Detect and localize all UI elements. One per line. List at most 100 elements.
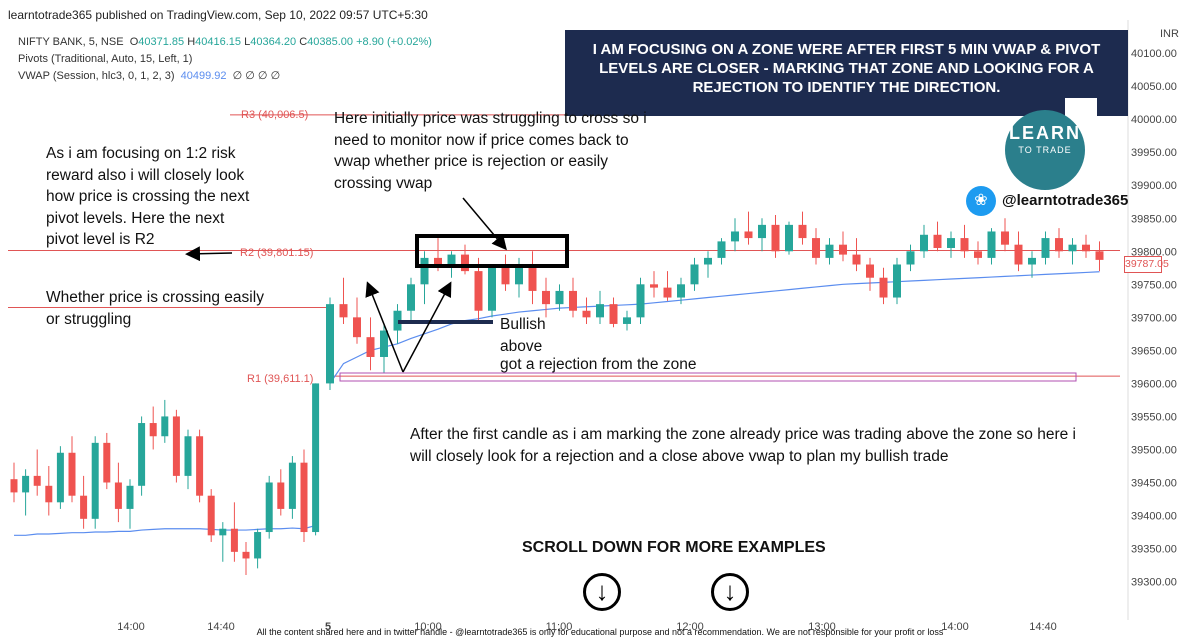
candle-body	[933, 234, 942, 248]
candle-body	[650, 284, 658, 288]
candle-body	[1001, 231, 1009, 245]
price-tick-label: 39900.00	[1131, 180, 1177, 192]
note-plan: After the first candle as i am marking t…	[410, 426, 1076, 465]
publish-header: learntotrade365 published on TradingView…	[8, 8, 428, 22]
candle-body	[68, 452, 76, 496]
candle-body	[839, 244, 847, 255]
low-value: 40364.20	[250, 36, 297, 48]
symbol-legend: NIFTY BANK, 5, NSE O40371.85 H40416.15 L…	[18, 36, 432, 48]
candle-body	[960, 238, 969, 252]
candle-body	[663, 287, 672, 298]
candle-body	[798, 224, 807, 239]
candle-body	[461, 254, 469, 272]
candle-body	[91, 442, 99, 519]
banner-notch	[1065, 98, 1097, 116]
price-tick-label: 39750.00	[1131, 279, 1177, 291]
logo-line1: LEARN	[1009, 123, 1081, 143]
candle-body	[1041, 238, 1050, 258]
candle-body	[407, 284, 415, 311]
candle-body	[947, 238, 955, 248]
candle-body	[501, 267, 510, 285]
candle-body	[45, 485, 53, 503]
time-tick-label: 14:40	[207, 621, 235, 633]
price-tick-label: 39450.00	[1131, 477, 1177, 489]
high-value: 40416.15	[195, 36, 242, 48]
time-tick-label: 13:00	[808, 621, 836, 633]
candle-body	[380, 330, 388, 357]
candle-body	[393, 310, 402, 331]
low-label: L	[244, 36, 251, 48]
time-tick-label: 12:00	[676, 621, 704, 633]
candle-body	[366, 337, 375, 357]
candle-body	[771, 224, 780, 252]
candle-body	[488, 267, 496, 311]
candle-body	[825, 244, 834, 258]
price-axis: 40100.00 40050.00 40000.00 39950.00 39900.00…	[117, 20, 1177, 633]
price-tick-label: 39850.00	[1131, 213, 1177, 225]
arrow-to-box	[462, 197, 507, 251]
arrow-down-icon[interactable]: ↓	[583, 573, 621, 611]
candle-body	[582, 310, 591, 318]
candle-body	[852, 254, 861, 265]
candle-body	[339, 304, 348, 318]
scroll-down-text: SCROLL DOWN FOR MORE EXAMPLES	[522, 539, 826, 556]
close-value: 40385.00	[307, 36, 354, 48]
price-tick-label: 39950.00	[1131, 147, 1177, 159]
candles	[10, 211, 1104, 575]
candle-body	[987, 231, 996, 258]
candle-body	[126, 485, 134, 509]
vwap-extra: ∅ ∅ ∅ ∅	[232, 70, 281, 82]
candle-body	[434, 257, 442, 265]
candle-body	[636, 284, 645, 318]
candle-body	[785, 224, 793, 252]
arrow-up-right	[402, 281, 452, 373]
candle-body	[219, 528, 227, 536]
candle-body	[893, 264, 901, 298]
arrow-up-left	[365, 281, 404, 373]
candle-body	[103, 442, 111, 483]
candle-body	[184, 436, 192, 476]
candle-body	[515, 264, 523, 285]
candle-body	[242, 551, 250, 559]
symbol-name: NIFTY BANK, 5, NSE	[18, 36, 124, 48]
candle-body	[172, 416, 180, 476]
pivot-label-r2: R2 (39,801.15)	[240, 247, 314, 259]
candle-body	[596, 304, 604, 318]
annotations	[185, 197, 1077, 382]
candle-body	[474, 271, 483, 311]
candle-body	[277, 482, 285, 509]
candle-body	[288, 462, 296, 509]
note-rejection: got a rejection from the zone	[500, 356, 697, 373]
price-tick-label: 39700.00	[1131, 312, 1177, 324]
arrow-down-icon[interactable]: ↓	[711, 573, 749, 611]
disclaimer-footer: All the content shared here and in twitt…	[256, 627, 944, 637]
candle-body	[1068, 244, 1077, 252]
twitter-bird-icon[interactable]: ❀	[966, 186, 996, 216]
candle-body	[555, 290, 564, 305]
twitter-handle[interactable]: @learntotrade365	[1002, 192, 1129, 209]
price-tick-label: 39350.00	[1131, 544, 1177, 556]
time-tick-label: 10:00	[414, 621, 442, 633]
currency-label: INR	[1160, 28, 1179, 40]
candle-body	[1082, 244, 1090, 252]
candle-body	[1055, 238, 1063, 252]
candle-body	[812, 238, 820, 258]
open-label: O	[129, 36, 139, 48]
time-tick-label: 5	[325, 621, 331, 633]
candle-body	[33, 475, 41, 486]
vwap-day2	[329, 271, 1100, 384]
candle-body	[10, 479, 18, 493]
price-tick-label: 40050.00	[1131, 81, 1177, 93]
vwap-value: 40499.92	[180, 70, 227, 82]
price-tick-label: 39550.00	[1131, 411, 1177, 423]
note-bullish: Bullish above	[500, 316, 546, 355]
candle-body	[149, 423, 157, 437]
candle-body	[138, 423, 146, 486]
candle-body	[114, 482, 122, 509]
strategy-banner: I AM FOCUSING ON A ZONE WERE AFTER FIRST…	[565, 30, 1128, 116]
pivots-legend: Pivots (Traditional, Auto, 15, Left, 1)	[18, 53, 193, 65]
time-tick-label: 14:00	[941, 621, 969, 633]
price-tick-label: 39800.00	[1131, 246, 1177, 258]
vwap-name: VWAP (Session, hlc3, 0, 1, 2, 3)	[18, 70, 175, 82]
